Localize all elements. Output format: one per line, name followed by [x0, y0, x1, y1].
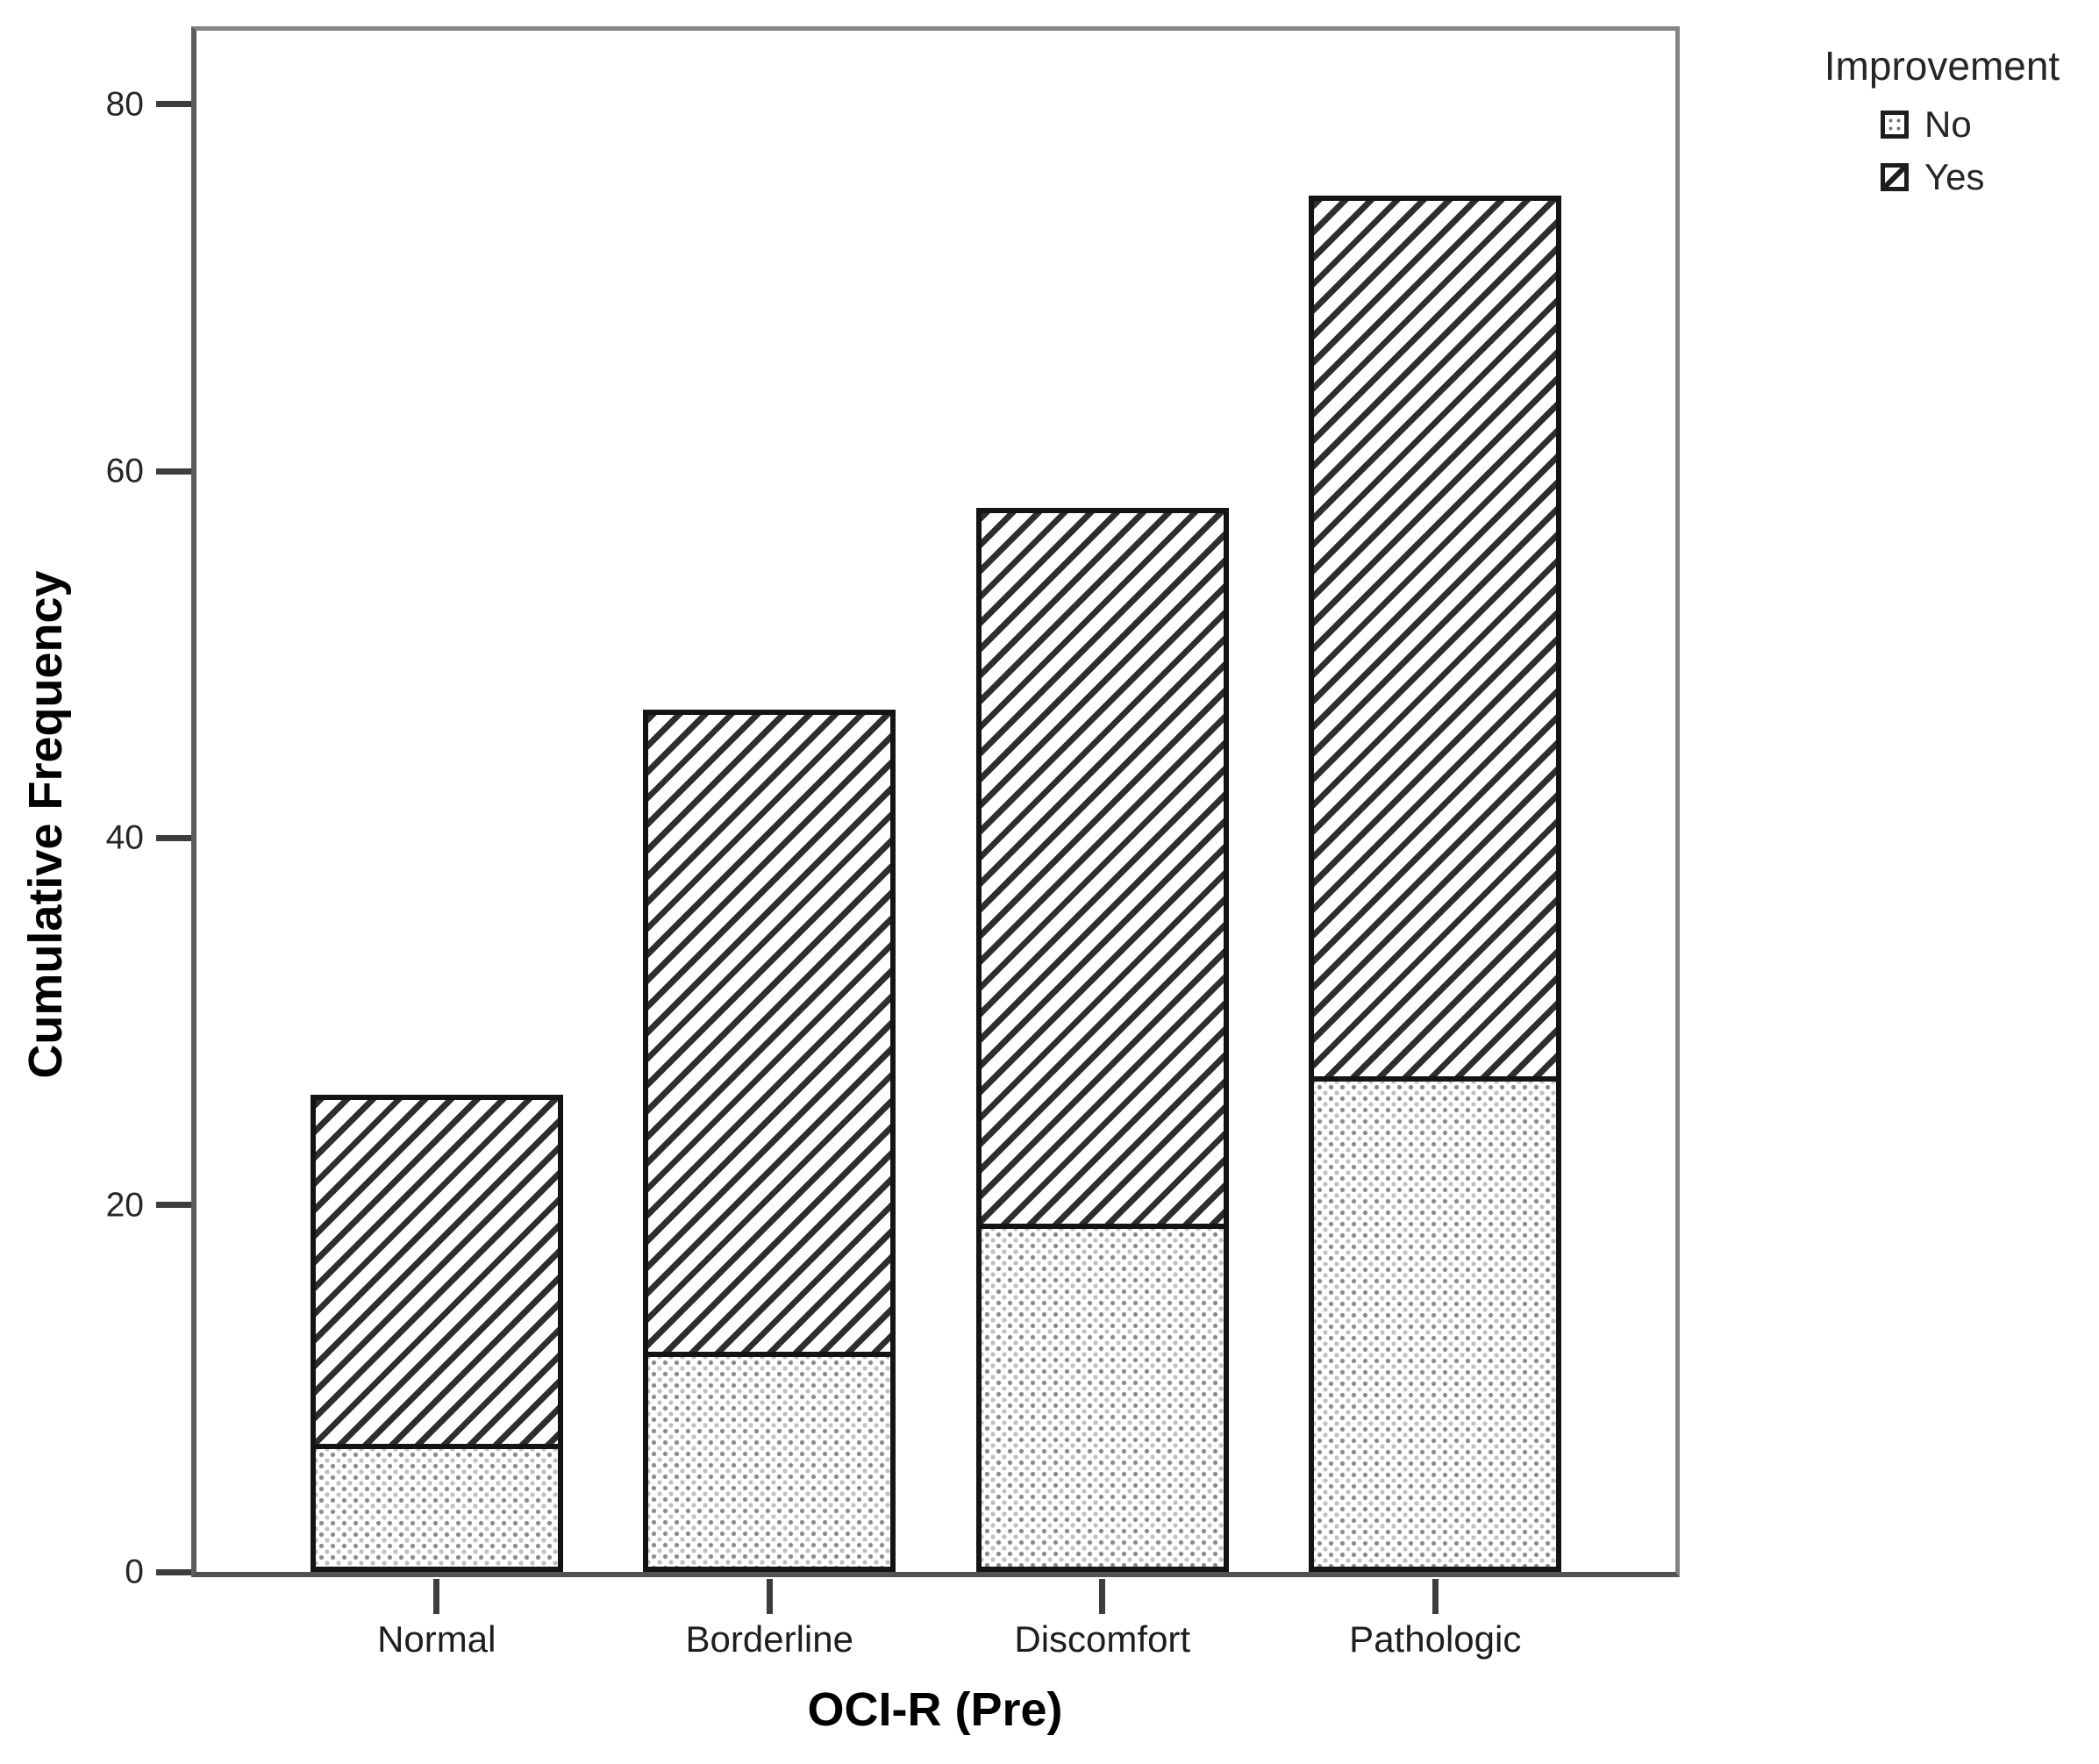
plot-inner-area: 0 20 40 60 80 Normal Borderline Discomfort Patho… — [106, 31, 1675, 1658]
x-tick-mark-discomfort — [1099, 1579, 1106, 1614]
y-tick-label-40: 40 — [105, 818, 144, 857]
bar-normal — [310, 31, 563, 1572]
x-tick-mark-normal — [433, 1579, 440, 1614]
y-tick-label-80: 80 — [105, 85, 144, 124]
legend-items: No Yes — [1803, 103, 2081, 197]
x-tick-mark-pathologic — [1431, 1579, 1439, 1614]
bar-pathologic-segment-no — [1309, 1076, 1562, 1572]
bar-borderline-segment-yes — [643, 709, 896, 1352]
bar-borderline — [643, 31, 896, 1572]
x-tick-mark-borderline — [766, 1579, 773, 1614]
bar-pathologic-segment-yes — [1309, 196, 1562, 1077]
legend: Improvement No Yes — [1803, 44, 2081, 196]
x-category-label-pathologic: Pathologic — [1349, 1618, 1522, 1660]
plot-area: 0 20 40 60 80 Normal Borderline Discomfort Patho… — [106, 26, 1680, 1658]
legend-item-yes: Yes — [1881, 155, 2081, 197]
x-axis-title: OCI-R (Pre) — [807, 1683, 1063, 1736]
bar-borderline-segment-no — [643, 1352, 896, 1572]
bar-discomfort-segment-yes — [975, 507, 1229, 1224]
legend-item-no: No — [1881, 103, 2081, 145]
y-tick-label-60: 60 — [105, 452, 144, 490]
y-tick-mark-0 — [156, 1568, 191, 1575]
y-tick-mark-40 — [156, 834, 191, 841]
legend-label-no: No — [1924, 103, 1972, 145]
y-tick-mark-60 — [156, 468, 191, 475]
y-tick-label-0: 0 — [125, 1553, 144, 1591]
legend-swatch-diagonal-hatch-icon — [1881, 162, 1909, 191]
legend-swatch-dots-icon — [1881, 110, 1909, 139]
x-category-label-normal: Normal — [377, 1618, 496, 1660]
bar-pathologic — [1309, 31, 1562, 1572]
bar-discomfort-segment-no — [975, 1223, 1229, 1572]
legend-label-yes: Yes — [1924, 155, 1985, 197]
bar-normal-segment-yes — [310, 1095, 563, 1444]
bar-discomfort — [975, 31, 1229, 1572]
bar-normal-segment-no — [310, 1443, 563, 1572]
x-category-label-discomfort: Discomfort — [1014, 1618, 1191, 1660]
y-tick-mark-20 — [156, 1202, 191, 1209]
y-tick-label-20: 20 — [105, 1186, 144, 1225]
x-category-label-borderline: Borderline — [685, 1618, 853, 1660]
legend-title: Improvement — [1824, 43, 2060, 89]
y-tick-mark-80 — [156, 101, 191, 108]
